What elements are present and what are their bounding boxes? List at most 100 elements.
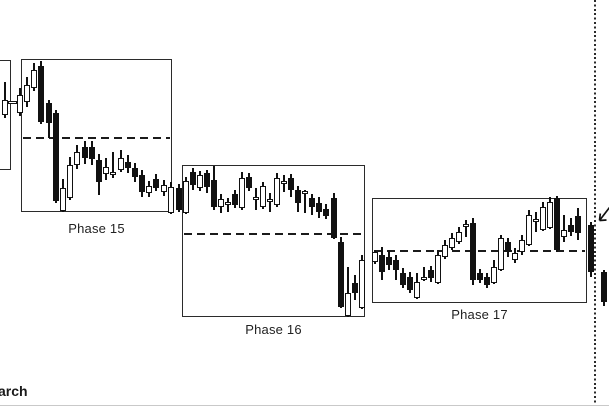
candle-body [96,160,102,182]
candle-body [146,186,152,193]
candle-body [421,277,427,280]
candle-body [53,113,59,201]
candle-body [17,95,23,113]
candle-body [449,238,455,248]
candle-wick [347,267,349,317]
candle-body [197,175,203,188]
phase-dashed-line [184,233,363,235]
candle-wick [423,267,425,281]
candle-wick [535,212,537,232]
candle-body [103,167,109,174]
candle-body [176,188,182,210]
phase-label: Phase 17 [451,307,508,322]
candle-body [67,165,73,198]
candle-body [38,66,44,122]
phase-box [372,198,587,303]
candle-body [232,194,238,205]
candle-body [2,100,8,115]
candle-body [519,240,525,252]
candle-body [533,219,539,222]
candle-body [24,85,30,102]
candle-body [526,215,532,245]
candle-wick [465,220,467,237]
candle-body [435,255,441,283]
candle-body [386,257,392,265]
candle-wick [112,152,114,178]
candle-body [260,186,266,207]
candle-body [359,260,365,308]
candle-body [183,181,189,213]
candle-body [407,277,413,290]
candle-body [239,178,245,208]
phase-label: Phase 16 [245,322,302,337]
candle-wick [269,193,271,212]
candle-body [253,197,259,200]
candle-body [575,216,581,233]
candle-body [470,223,476,280]
phase-box [21,59,172,212]
candle-body [505,242,511,252]
candle-body [74,152,80,165]
candle-body [225,202,231,205]
candle-body [211,180,217,207]
candle-body [463,224,469,227]
candle-body [456,232,462,242]
candle-body [568,225,574,232]
candle-body [246,177,252,188]
vertical-dotted-line [594,0,596,406]
candle-body [372,252,378,262]
x-axis-month-label: arch [0,383,28,399]
candle-body [118,158,124,170]
candle-body [588,225,594,272]
candle-body [561,230,567,237]
candle-body [345,293,351,316]
candle-body [331,198,337,238]
candle-body [295,190,301,203]
candle-body [477,273,483,280]
candle-body [168,187,174,213]
candle-body [139,175,145,192]
phase-box [0,60,11,170]
candle-body [554,198,560,250]
candle-body [190,172,196,185]
chart-bottom-border [0,404,609,406]
candle-body [338,242,344,307]
candle-body [46,103,52,123]
candle-wick [304,190,306,213]
candle-body [393,260,399,270]
candle-body [323,209,329,216]
candle-body [442,245,448,257]
candle-body [400,273,406,285]
candle-body [601,272,607,302]
phase-label: Phase 15 [68,221,125,236]
candle-body [288,178,294,190]
candle-body [132,168,138,177]
candle-body [161,185,167,192]
candle-body [267,199,273,202]
candle-body [316,203,322,212]
candle-body [352,283,358,293]
candle-body [498,238,504,270]
candle-body [125,162,131,168]
phase-dashed-line [374,250,585,252]
candle-body [60,188,66,211]
candle-body [218,199,224,207]
phase-dashed-line [23,137,170,139]
candle-body [491,267,497,283]
candle-body [153,179,159,188]
candle-body [540,207,546,230]
candle-body [428,270,434,278]
candle-body [204,173,210,187]
candle-body [89,147,95,159]
candle-body [484,277,490,285]
candle-body [302,191,308,194]
candle-body [7,101,17,104]
candle-wick [563,215,565,242]
candle-body [31,70,37,88]
candle-body [309,198,315,207]
candle-body [110,172,116,175]
candle-body [274,178,280,205]
candle-wick [227,198,229,212]
candle-body [414,282,420,298]
